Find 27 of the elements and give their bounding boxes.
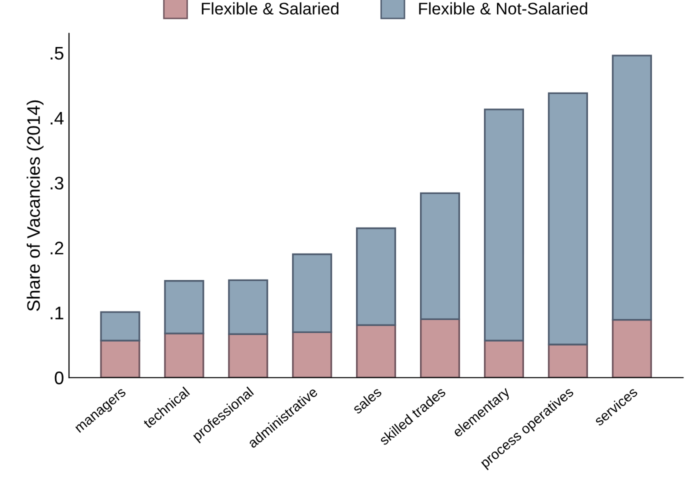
bar	[164, 280, 204, 334]
bar	[612, 54, 652, 321]
legend-label: Flexible & Not-Salaried	[419, 2, 588, 15]
bar	[484, 108, 524, 342]
bar	[484, 340, 524, 378]
y-axis-title: Share of Vacancies (2014)	[26, 100, 44, 311]
bar	[100, 311, 140, 342]
bar	[420, 192, 460, 320]
bar	[612, 318, 652, 378]
legend-label: Flexible & Salaried	[202, 2, 338, 15]
y-tick-label: 0	[54, 372, 64, 384]
bar	[292, 331, 332, 378]
bar	[164, 332, 204, 378]
bar	[420, 318, 460, 378]
y-tick-label: .4	[50, 112, 64, 124]
bar	[228, 333, 268, 378]
bar	[548, 92, 588, 346]
bar	[100, 340, 140, 378]
y-tick-label: .1	[50, 306, 64, 320]
bar	[292, 253, 332, 333]
bar	[548, 344, 588, 378]
bar	[228, 279, 268, 335]
y-tick-label: .3	[50, 176, 64, 190]
y-tick-label: .2	[50, 242, 64, 254]
bar	[356, 227, 396, 326]
bar	[356, 324, 396, 378]
y-tick-label: .5	[50, 47, 64, 60]
